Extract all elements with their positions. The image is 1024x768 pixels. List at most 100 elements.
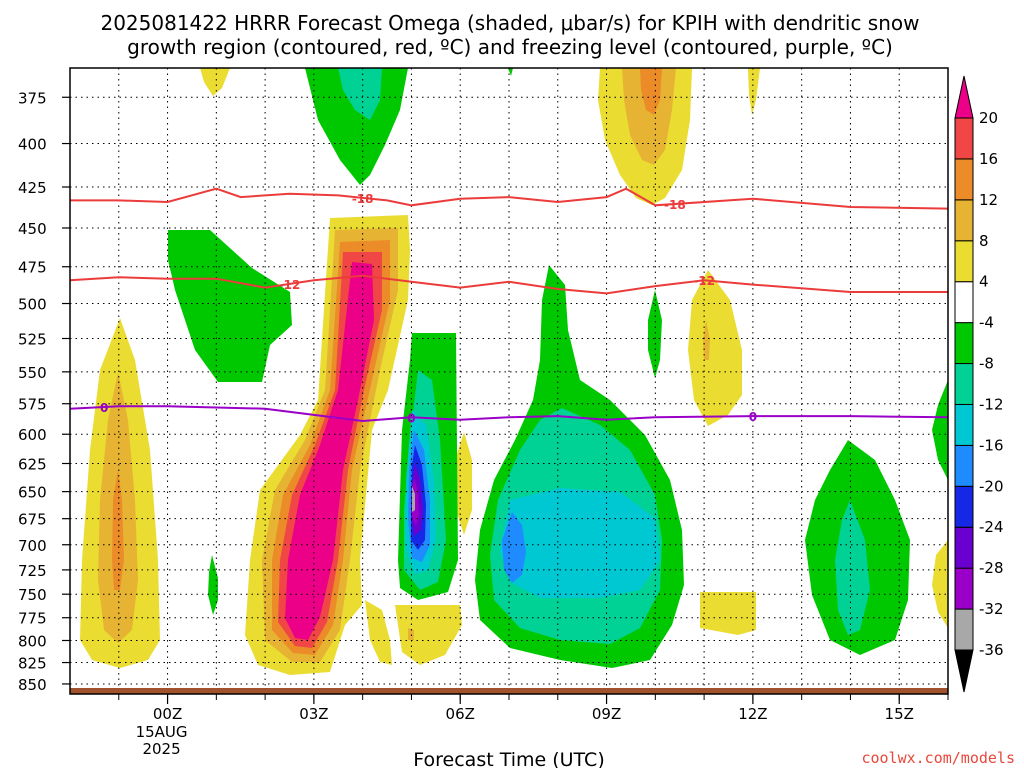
- omega-region-minus12-minus8: [338, 68, 382, 120]
- y-tick-label: 775: [18, 610, 47, 628]
- y-tick-label: 525: [18, 330, 47, 348]
- y-tick-label: 400: [18, 136, 47, 154]
- omega-region-4-8: [455, 432, 472, 535]
- omega-region-4-8: [748, 68, 760, 115]
- pressure-axis: 375 400 425 450 475 500 525 550 575 600 625 650 675 7…: [18, 89, 70, 694]
- site-credit: coolwx.com/models: [861, 749, 1015, 767]
- omega-shading: [80, 68, 948, 675]
- omega-region-minus12-minus8: [835, 500, 870, 635]
- colorbar-segment: [954, 444, 974, 487]
- omega-region-minus8-minus4: [508, 68, 513, 76]
- omega-region-12-16: [112, 470, 124, 590]
- x-tick-label: 09Z: [592, 705, 621, 723]
- contour-label: -12: [693, 274, 715, 288]
- y-tick-label: 375: [18, 89, 47, 107]
- x-tick-label: 12Z: [738, 705, 767, 723]
- colorbar-segment: [954, 322, 974, 365]
- y-tick-label: 475: [18, 259, 47, 277]
- colorbar-top-arrow: [954, 75, 974, 119]
- x-tick-date-label: 15AUG: [136, 723, 188, 741]
- colorbar-segment: [954, 485, 974, 528]
- y-tick-label: 800: [18, 632, 47, 650]
- colorbar-label: -32: [979, 600, 1004, 618]
- omega-region-minus8-minus4: [168, 230, 292, 382]
- colorbar-label: -36: [979, 641, 1004, 659]
- omega-region-minus8-minus4: [648, 290, 662, 378]
- colorbar-label: 20: [979, 109, 998, 127]
- contour-label: -18: [664, 198, 686, 212]
- omega-colorbar: -36 -32 -28 -24 -20 -16 -12 -8 -4 4 8 12 16 20: [954, 75, 1004, 693]
- y-tick-label: 850: [18, 676, 47, 694]
- colorbar-label: 4: [979, 273, 989, 291]
- y-tick-label: 425: [18, 179, 47, 197]
- y-tick-label: 675: [18, 511, 47, 529]
- omega-region-8-12: [408, 628, 414, 640]
- contour-label: 0: [749, 410, 757, 424]
- contour-label: 0: [407, 411, 415, 425]
- contour-line--12: [70, 274, 948, 295]
- omega-region-4-8: [365, 600, 392, 665]
- y-tick-label: 575: [18, 396, 47, 414]
- colorbar-label: -24: [979, 518, 1004, 536]
- contour-line--18: [70, 187, 948, 210]
- omega-region-minus8-minus4: [305, 68, 408, 185]
- y-tick-label: 625: [18, 456, 47, 474]
- y-tick-label: 750: [18, 586, 47, 604]
- x-tick-date-label: 2025: [142, 740, 180, 758]
- chart-title-line2: growth region (contoured, red, ºC) and f…: [127, 35, 893, 59]
- colorbar-segment: [954, 117, 974, 160]
- colorbar-segment: [954, 363, 974, 405]
- y-tick-label: 500: [18, 296, 47, 314]
- y-tick-label: 550: [18, 364, 47, 382]
- omega-region-4-8: [200, 68, 230, 96]
- y-tick-label: 450: [18, 220, 47, 238]
- omega-region-4-8: [688, 270, 742, 426]
- colorbar-segment: [954, 158, 974, 201]
- chart-title-line1: 2025081422 HRRR Forecast Omega (shaded, …: [100, 11, 919, 35]
- colorbar-label: -12: [979, 395, 1004, 413]
- omega-region-minus16-minus12: [500, 488, 660, 598]
- colorbar-label: -20: [979, 477, 1004, 495]
- omega-region-4-8: [932, 540, 948, 628]
- y-tick-label: 600: [18, 426, 47, 444]
- omega-region-minus32-minus28: [412, 478, 419, 525]
- x-tick-label: 15Z: [885, 705, 914, 723]
- colorbar-bottom-arrow: [954, 649, 974, 693]
- omega-region-minus20-minus16: [502, 512, 526, 583]
- colorbar-segment: [954, 608, 974, 651]
- colorbar-segment: [954, 403, 974, 446]
- x-axis-title: Forecast Time (UTC): [413, 749, 604, 768]
- omega-region-8-12: [703, 320, 710, 360]
- colorbar-label: -28: [979, 559, 1004, 577]
- colorbar-segment: [954, 526, 974, 569]
- colorbar-label: 8: [979, 232, 989, 250]
- colorbar-segment: [954, 281, 974, 324]
- colorbar-label: 12: [979, 191, 998, 209]
- y-tick-label: 825: [18, 655, 47, 673]
- grid-lines: [70, 68, 949, 694]
- y-tick-label: 725: [18, 562, 47, 580]
- colorbar-label: -16: [979, 436, 1004, 454]
- temperature-contours: -18 -18 -12 -12 0 0 0: [70, 187, 948, 425]
- omega-region-12-16: [640, 68, 662, 115]
- contour-label: 0: [100, 401, 108, 415]
- omega-region-above-20: [285, 262, 374, 640]
- omega-region-4-8: [395, 605, 462, 665]
- omega-region-minus8-minus4: [932, 380, 948, 480]
- x-tick-label: 00Z: [153, 705, 182, 723]
- colorbar-segment: [954, 240, 974, 283]
- omega-region-minus36-minus32: [412, 486, 415, 512]
- contour-label: -12: [279, 278, 301, 292]
- x-tick-label: 06Z: [446, 705, 475, 723]
- omega-region-4-8: [700, 592, 756, 635]
- omega-region-8-12: [622, 68, 676, 165]
- colorbar-segment: [954, 199, 974, 242]
- x-tick-label: 03Z: [299, 705, 328, 723]
- colorbar-label: 16: [979, 150, 998, 168]
- colorbar-label: -8: [979, 355, 994, 373]
- contour-label: -18: [352, 192, 374, 206]
- colorbar-label: -4: [979, 314, 994, 332]
- colorbar-segment: [954, 567, 974, 610]
